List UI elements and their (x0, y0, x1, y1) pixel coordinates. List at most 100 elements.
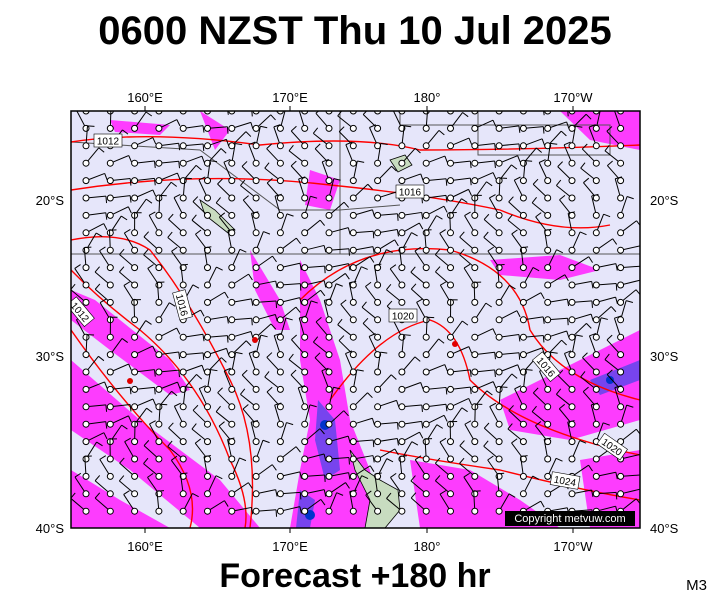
barb-station (179, 455, 187, 463)
barb-station (374, 351, 382, 359)
barb-station (228, 385, 236, 393)
barb-station (276, 194, 284, 202)
barb-feather (192, 284, 200, 289)
barb-feather (250, 419, 258, 423)
barb-feather (410, 283, 417, 290)
barb-station (325, 490, 333, 498)
barb-staff (352, 111, 354, 112)
barb-feather (540, 500, 545, 508)
barb-station (544, 246, 552, 254)
latitude-label: 40°S (650, 521, 679, 536)
barb-station (276, 316, 284, 324)
barb-feather (84, 246, 92, 249)
barb-station (617, 281, 625, 289)
barb-station (398, 385, 406, 393)
barb-feather (118, 475, 125, 482)
barb-feather (532, 178, 539, 185)
barb-station (471, 229, 479, 237)
barb-feather (226, 335, 229, 343)
barb-station (204, 264, 211, 272)
barb-station (617, 385, 625, 393)
barb-feather (390, 374, 397, 380)
barb-feather (178, 370, 180, 378)
barb-station (495, 420, 503, 428)
barb-station (325, 438, 333, 446)
isobar-label: 1012 (97, 137, 120, 148)
barb-feather (575, 334, 583, 337)
barb-staff (256, 111, 258, 112)
barb-feather (396, 229, 399, 237)
barb-feather (566, 299, 570, 307)
barb-feather (531, 405, 537, 412)
barb-feather (201, 102, 204, 108)
barb-feather (218, 421, 225, 427)
barb-station (447, 455, 454, 463)
barb-feather (171, 455, 178, 461)
forecast-label: Forecast +180 hr (219, 557, 490, 595)
barb-station (228, 124, 236, 132)
barb-station (82, 385, 90, 393)
barb-station (447, 177, 454, 185)
barb-feather (204, 246, 212, 249)
barb-station (204, 281, 211, 289)
barb-station (374, 385, 382, 393)
barb-feather (411, 232, 418, 237)
barb-feather (372, 246, 375, 254)
barb-station (447, 333, 454, 341)
barb-feather (602, 422, 610, 426)
barb-feather (274, 193, 282, 197)
barb-station (325, 194, 333, 202)
barb-station (276, 142, 284, 150)
barb-feather (173, 193, 181, 199)
barb-feather (507, 423, 513, 430)
barb-feather (286, 213, 294, 217)
barb-station (471, 264, 479, 272)
barb-feather (180, 472, 188, 475)
barb-station (276, 264, 284, 272)
barb-station (204, 385, 211, 393)
barb-feather (586, 323, 592, 329)
barb-feather (461, 198, 468, 203)
barb-feather (240, 179, 246, 186)
barb-station (276, 420, 284, 428)
barb-feather (372, 455, 375, 463)
barb-feather (87, 125, 95, 127)
barb-station (252, 211, 260, 219)
barb-station (228, 490, 236, 498)
barb-feather (251, 318, 253, 326)
barb-station (228, 472, 236, 480)
barb-feather (461, 320, 469, 326)
barb-feather (128, 155, 132, 163)
latitude-label: 40°S (36, 521, 65, 536)
barb-feather (362, 111, 368, 115)
barb-station (568, 281, 576, 289)
barb-feather (178, 161, 180, 169)
barb-feather (105, 404, 108, 412)
barb-station (204, 472, 211, 480)
barb-station (471, 507, 479, 515)
barb-feather (563, 141, 571, 146)
barb-station (422, 438, 430, 446)
barb-station (568, 490, 576, 498)
barb-feather (129, 387, 132, 395)
barb-feather (396, 400, 400, 408)
barb-feather (310, 300, 318, 304)
barb-feather (145, 320, 152, 325)
barb-feather (604, 353, 610, 360)
barb-feather (410, 475, 416, 482)
barb-station (592, 316, 600, 324)
barb-station (204, 298, 211, 306)
barb-station (131, 472, 139, 480)
barb-station (155, 298, 163, 306)
barb-feather (271, 464, 277, 471)
barb-feather (76, 111, 78, 112)
barb-station (82, 281, 90, 289)
barb-station (349, 264, 357, 272)
barb-feather (541, 347, 546, 355)
barb-feather (120, 215, 128, 221)
barb-feather (511, 164, 518, 170)
barb-feather (367, 392, 373, 399)
barb-feather (275, 300, 278, 308)
barb-feather (424, 229, 432, 231)
barb-feather (223, 159, 231, 163)
